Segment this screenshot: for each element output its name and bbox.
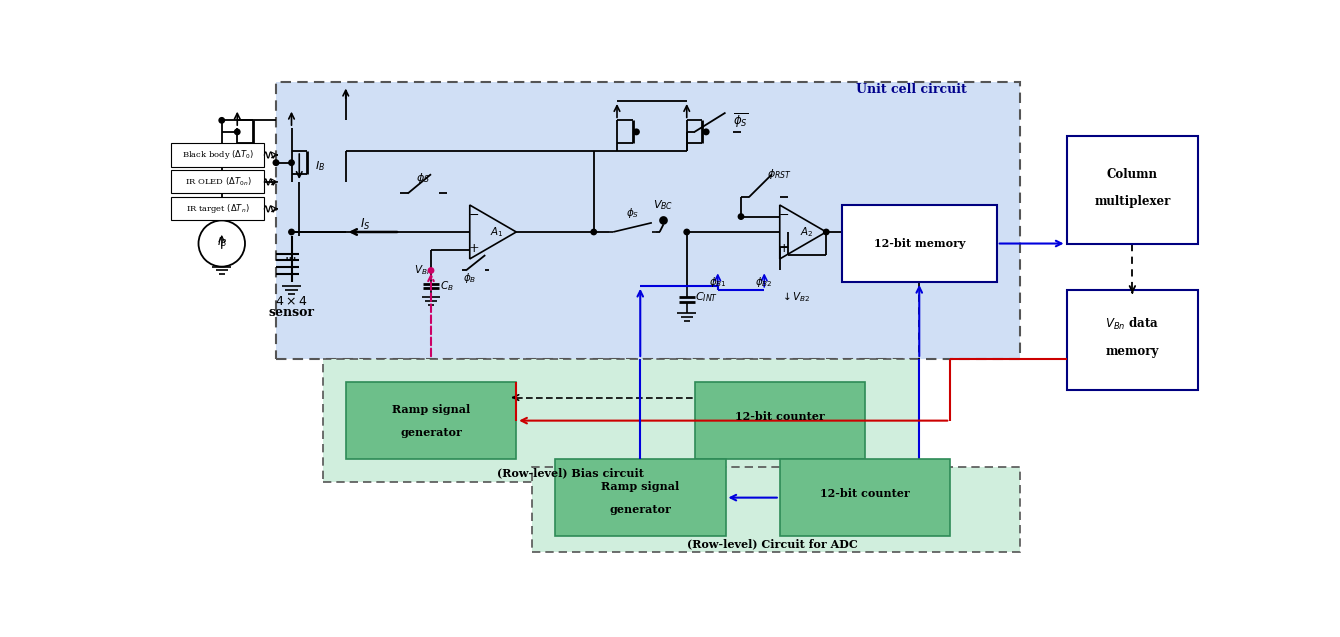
Text: $C_{INT}$: $C_{INT}$ <box>694 290 718 304</box>
Text: Ramp signal: Ramp signal <box>602 480 679 492</box>
Text: $V_{Bn}$: $V_{Bn}$ <box>414 264 433 277</box>
Circle shape <box>683 229 690 234</box>
Circle shape <box>824 229 829 234</box>
Circle shape <box>272 159 280 166</box>
Text: $C_B$: $C_B$ <box>440 279 453 293</box>
Text: $V_{BC}$: $V_{BC}$ <box>654 198 674 212</box>
Bar <box>694 382 866 459</box>
Text: $\phi_{B2}$: $\phi_{B2}$ <box>756 275 773 289</box>
Bar <box>1067 136 1198 243</box>
Text: +: + <box>468 243 478 255</box>
Circle shape <box>632 129 641 135</box>
Text: 12-bit memory: 12-bit memory <box>874 238 965 249</box>
Text: $I_B$: $I_B$ <box>217 235 226 249</box>
Text: sensor: sensor <box>268 306 315 319</box>
Bar <box>346 382 516 459</box>
Text: 12-bit counter: 12-bit counter <box>734 412 824 422</box>
Text: generator: generator <box>401 427 462 438</box>
Text: memory: memory <box>1106 345 1159 358</box>
Bar <box>532 467 1020 552</box>
Text: $A_1$: $A_1$ <box>490 225 504 239</box>
Text: multiplexer: multiplexer <box>1095 195 1171 208</box>
Circle shape <box>218 118 225 123</box>
Circle shape <box>702 129 710 135</box>
Text: $\phi_S$: $\phi_S$ <box>417 171 430 185</box>
Circle shape <box>289 160 295 166</box>
Bar <box>842 205 997 282</box>
Text: $\phi_{B1}$: $\phi_{B1}$ <box>709 275 726 289</box>
Circle shape <box>429 268 434 273</box>
Circle shape <box>591 229 596 234</box>
Bar <box>172 170 264 194</box>
Circle shape <box>289 229 295 234</box>
Text: Ramp signal: Ramp signal <box>391 404 470 415</box>
Text: $\downarrow V_{B2}$: $\downarrow V_{B2}$ <box>780 290 811 304</box>
Text: $\phi_{RST}$: $\phi_{RST}$ <box>768 168 792 182</box>
Text: $\phi_S$: $\phi_S$ <box>626 206 639 220</box>
Bar <box>172 197 264 220</box>
Bar <box>172 143 264 166</box>
Bar <box>780 459 950 536</box>
Bar <box>1067 290 1198 390</box>
Text: generator: generator <box>610 504 671 515</box>
Text: −: − <box>779 208 789 222</box>
Text: ...: ... <box>285 248 297 262</box>
Circle shape <box>661 218 666 223</box>
Text: Column: Column <box>1107 168 1158 181</box>
Text: $I_B$: $I_B$ <box>315 160 324 173</box>
Text: 12-bit counter: 12-bit counter <box>820 489 910 499</box>
Text: +: + <box>779 243 789 255</box>
Text: $I_S$: $I_S$ <box>360 217 370 232</box>
Text: $V_{Bn}$ data: $V_{Bn}$ data <box>1106 317 1159 333</box>
Text: (Row-level) Circuit for ADC: (Row-level) Circuit for ADC <box>686 538 858 549</box>
Text: −: − <box>469 208 478 222</box>
Text: Black body $(\Delta T_0)$: Black body $(\Delta T_0)$ <box>182 148 253 162</box>
Circle shape <box>738 214 744 219</box>
Text: $\overline{\phi_S}$: $\overline{\phi_S}$ <box>733 111 749 129</box>
Text: $4 \times 4$: $4 \times 4$ <box>275 295 308 308</box>
Text: (Row-level) Bias circuit: (Row-level) Bias circuit <box>497 468 645 478</box>
Text: IR OLED $(\Delta T_{0n})$: IR OLED $(\Delta T_{0n})$ <box>185 176 251 188</box>
Text: IR target $(\Delta T_n)$: IR target $(\Delta T_n)$ <box>186 203 249 215</box>
Bar <box>555 459 725 536</box>
Bar <box>276 82 1020 359</box>
Text: Unit cell circuit: Unit cell circuit <box>856 83 967 96</box>
Circle shape <box>234 129 240 134</box>
Text: $\phi_B$: $\phi_B$ <box>464 271 477 285</box>
Bar <box>323 359 919 482</box>
Text: $A_2$: $A_2$ <box>800 225 813 239</box>
